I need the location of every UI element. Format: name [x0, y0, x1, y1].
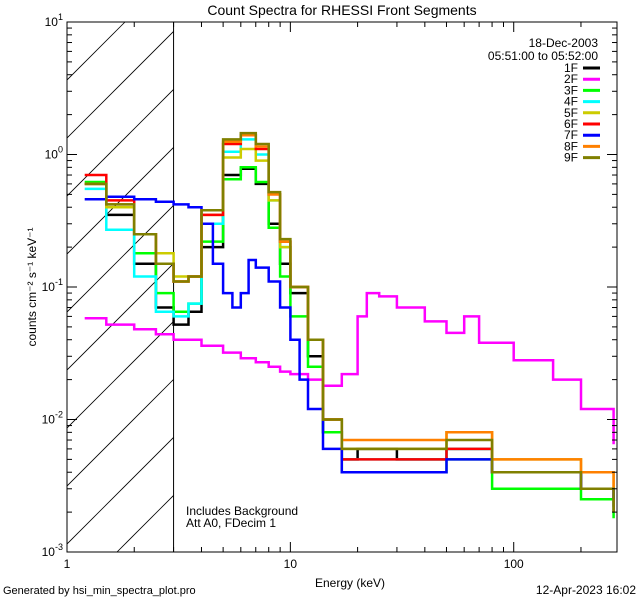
legend-label-8F: 8F: [564, 139, 578, 153]
y-axis-label: counts cm⁻² s⁻¹ keV⁻¹: [25, 227, 39, 346]
series-line-2F: [84, 291, 615, 445]
axis-ticks: [66, 21, 617, 553]
series-lines: [84, 131, 615, 519]
x-tick-label: 10: [284, 557, 298, 571]
hatch-line: [67, 436, 174, 545]
legend-label-2F: 2F: [564, 72, 578, 86]
legend-label-4F: 4F: [564, 95, 578, 109]
hatch-area: [67, 22, 174, 552]
series-line-6F: [84, 133, 615, 513]
series-line-7F: [84, 195, 615, 500]
series-line-5F: [84, 147, 615, 489]
y-tick-label: 10-1: [42, 277, 63, 294]
legend-label-5F: 5F: [564, 106, 578, 120]
plot-date: 12-Apr-2023 16:02: [536, 583, 636, 597]
y-tick-label: 101: [45, 12, 63, 29]
x-tick-label: 100: [504, 557, 524, 571]
time-range: 05:51:00 to 05:52:00: [488, 49, 598, 63]
hatch-line: [67, 22, 126, 81]
y-tick-label: 100: [45, 145, 63, 162]
series-line-3F: [84, 166, 615, 519]
hatch-line: [67, 88, 174, 197]
hatch-line: [67, 262, 174, 371]
legend-label-3F: 3F: [564, 83, 578, 97]
legend-label-7F: 7F: [564, 128, 578, 142]
x-tick-label: 1: [64, 557, 71, 571]
hatch-line: [67, 378, 174, 487]
annotation-attenuator: Att A0, FDecim 1: [186, 516, 276, 530]
y-tick-labels: 101 100 10-1 10-2 10-3: [42, 12, 63, 559]
hatch-lines: [67, 22, 174, 552]
y-tick-label: 10-3: [42, 542, 63, 559]
series-line-9F: [84, 131, 615, 513]
observation-date: 18-Dec-2003: [529, 36, 599, 50]
legend-label-1F: 1F: [564, 61, 578, 75]
legend-label-9F: 9F: [564, 151, 578, 165]
y-tick-label: 10-2: [42, 410, 63, 427]
x-tick-labels: 1 10 100: [64, 557, 524, 571]
series-line-4F: [84, 138, 615, 513]
series-line-1F: [84, 167, 615, 507]
annotation-background: Includes Background: [186, 504, 298, 518]
legend-label-6F: 6F: [564, 117, 578, 131]
hatch-line: [67, 204, 174, 313]
generated-by: Generated by hsi_min_spectra_plot.pro: [3, 585, 196, 597]
x-axis-label: Energy (keV): [315, 576, 385, 590]
hatch-line: [67, 30, 174, 139]
chart-title: Count Spectra for RHESSI Front Segments: [207, 2, 476, 18]
hatched-region: [67, 22, 175, 552]
